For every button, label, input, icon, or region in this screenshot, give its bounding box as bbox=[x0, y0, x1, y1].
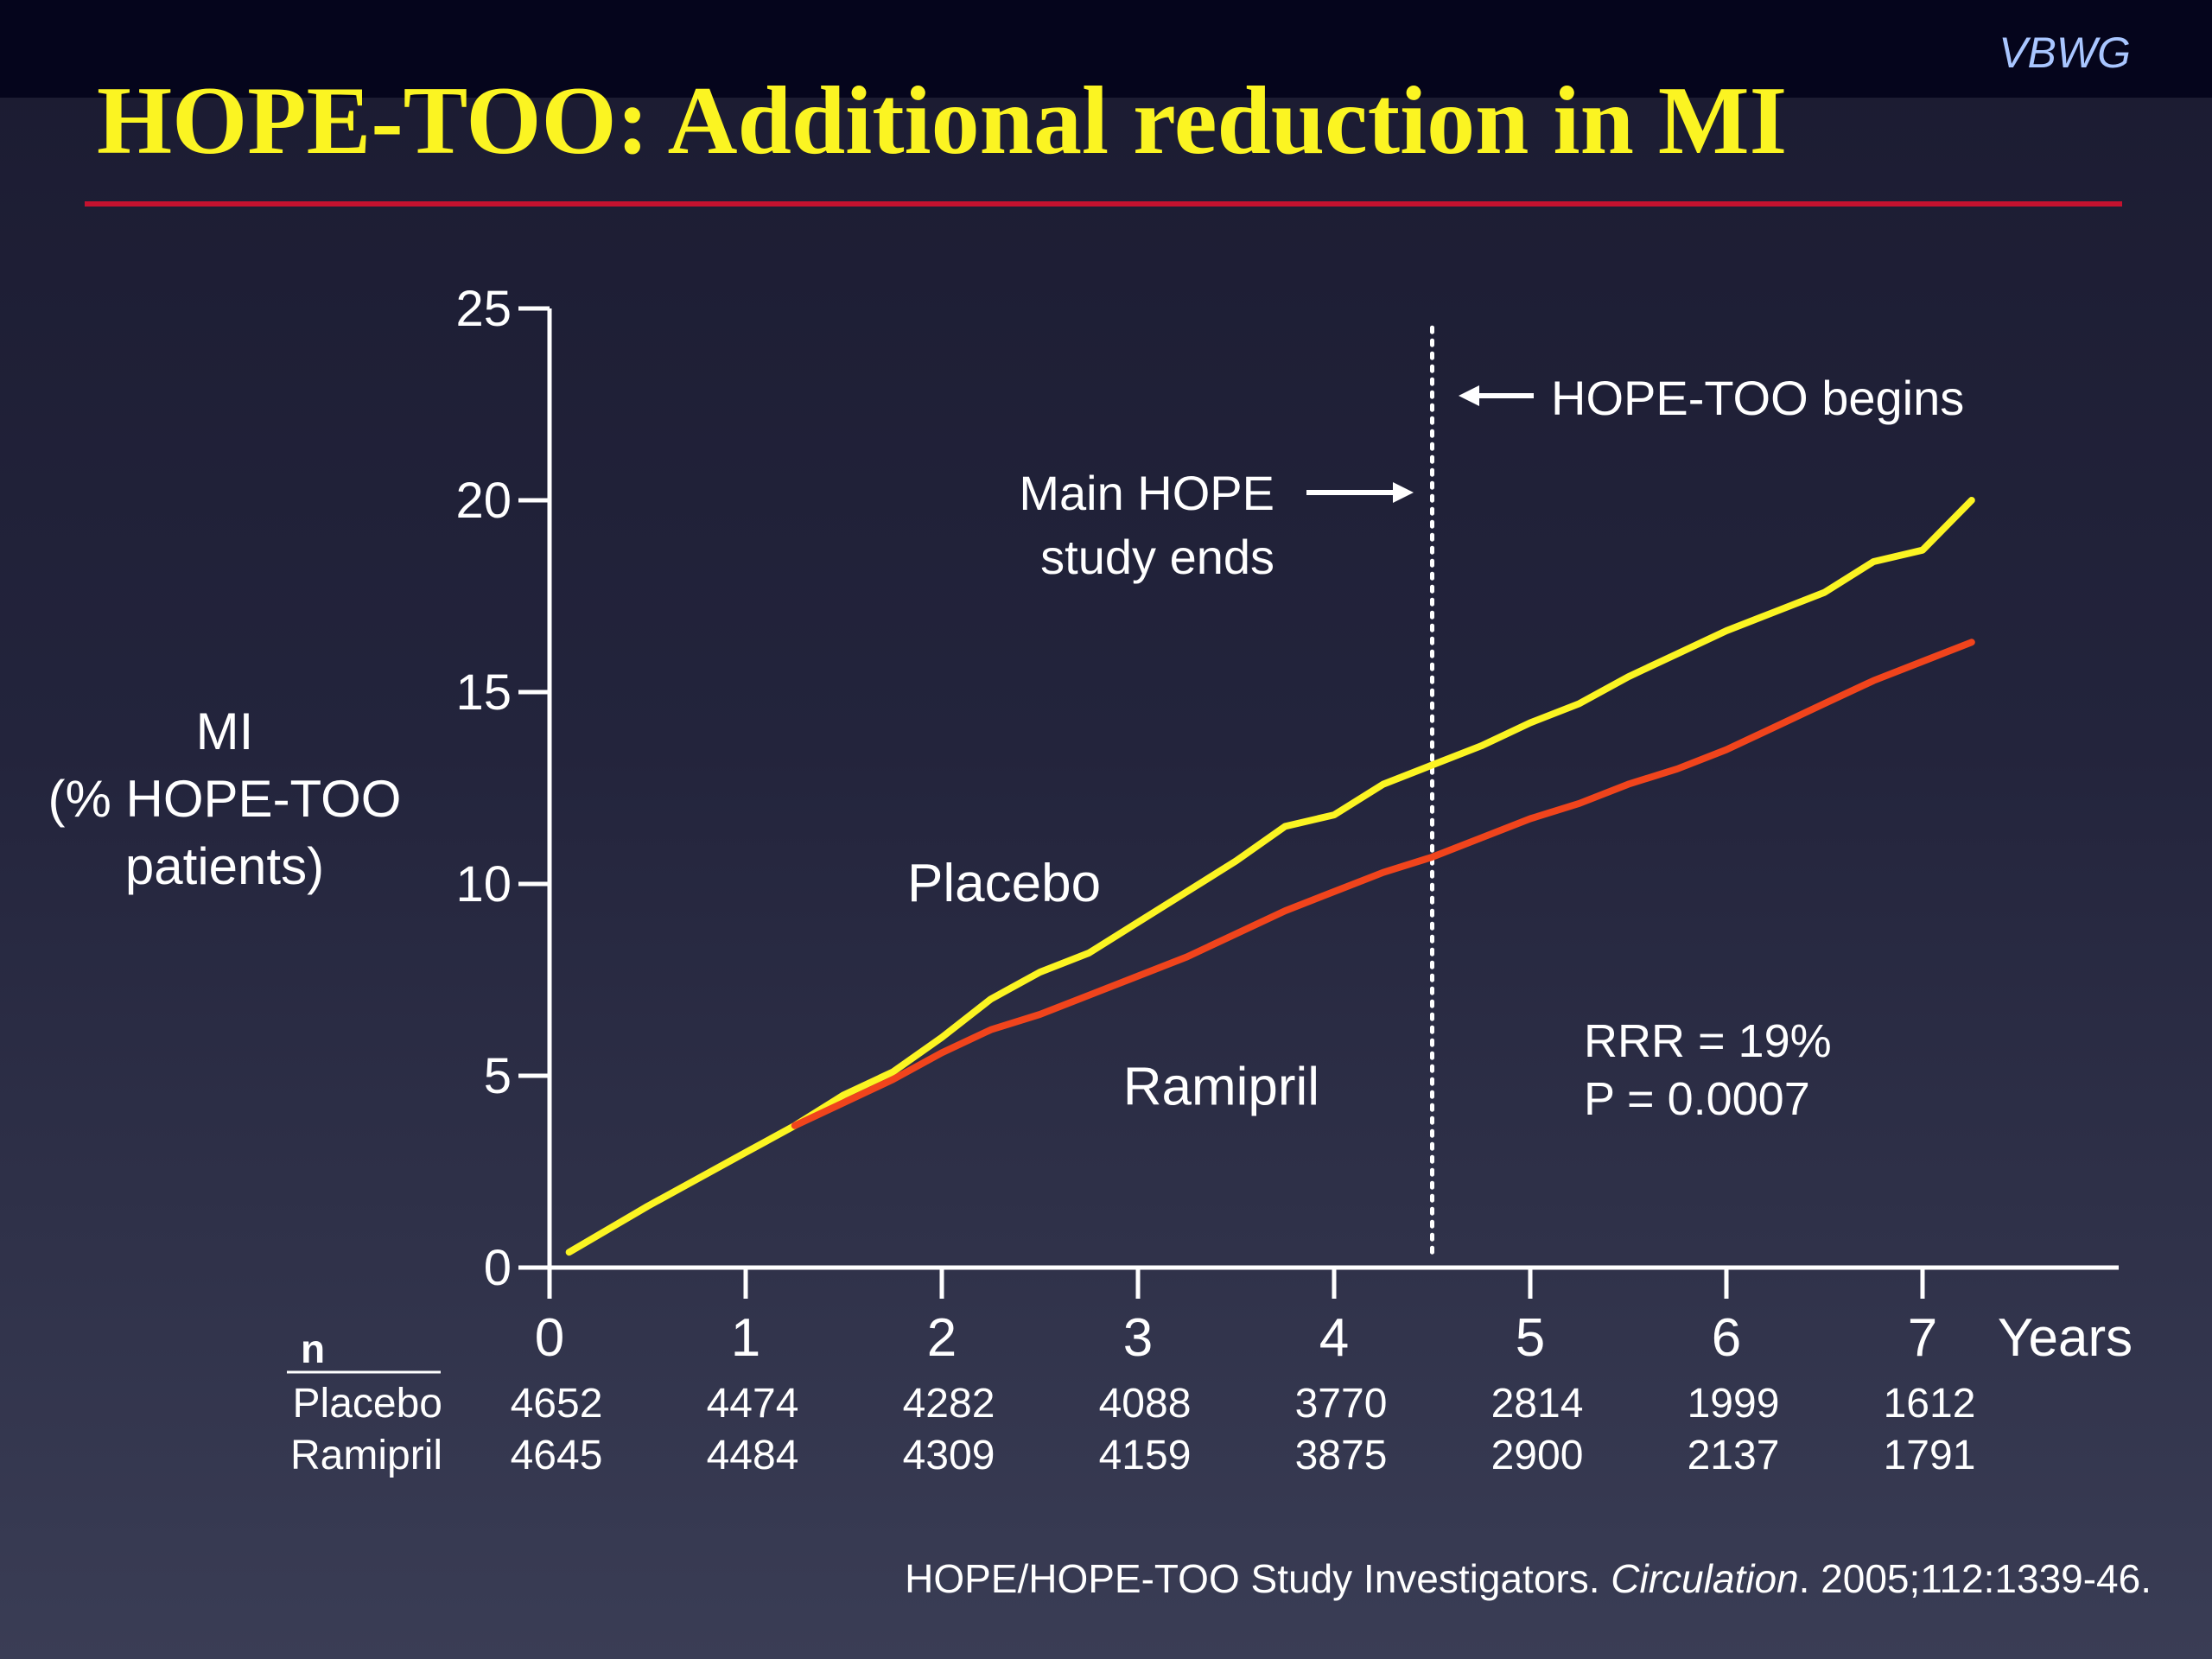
series-line-ramipril bbox=[791, 639, 1975, 1129]
x-axis-label: Years bbox=[1998, 1308, 2133, 1368]
x-tick-label: 1 bbox=[731, 1308, 760, 1368]
citation-journal: Circulation bbox=[1611, 1556, 1799, 1601]
title-rule bbox=[85, 201, 2122, 207]
n-table-cell: 4484 bbox=[707, 1433, 799, 1478]
n-table-header: n bbox=[301, 1326, 325, 1371]
y-tick-label: 15 bbox=[455, 664, 512, 721]
ends-arrow-head bbox=[1393, 482, 1414, 503]
annotation-p-value: P = 0.0007 bbox=[1584, 1073, 1810, 1125]
n-table-cell: 4474 bbox=[707, 1381, 799, 1427]
y-tick-label: 20 bbox=[455, 473, 512, 529]
annotation-rrr: RRR = 19% bbox=[1584, 1015, 1832, 1067]
x-tick-label: 3 bbox=[1123, 1308, 1153, 1368]
annotation-main-hope-line1: Main HOPE bbox=[1019, 466, 1274, 520]
x-tick-label: 7 bbox=[1908, 1308, 1937, 1368]
n-table-cell: 4645 bbox=[511, 1433, 603, 1478]
begins-arrow-head bbox=[1459, 385, 1479, 406]
x-tick-label: 5 bbox=[1516, 1308, 1545, 1368]
n-table-cell: 2900 bbox=[1491, 1433, 1584, 1478]
x-tick-label: 4 bbox=[1319, 1308, 1349, 1368]
citation-details: . 2005;112:1339-46. bbox=[1798, 1556, 2152, 1601]
y-tick-label: 10 bbox=[455, 856, 512, 912]
n-table-cell: 1791 bbox=[1884, 1433, 1976, 1478]
series-line-placebo bbox=[565, 497, 1975, 1256]
x-tick-label: 6 bbox=[1712, 1308, 1741, 1368]
n-table-cell: 2814 bbox=[1491, 1381, 1584, 1427]
n-table-cell: 4088 bbox=[1099, 1381, 1192, 1427]
n-table-cell: 4309 bbox=[903, 1433, 995, 1478]
brand-label: VBWG bbox=[1999, 29, 2131, 77]
y-tick-label: 0 bbox=[484, 1240, 512, 1296]
slide-title: HOPE-TOO: Additional reduction in MI bbox=[97, 67, 1788, 175]
y-axis-label-line-3: patients) bbox=[124, 837, 325, 895]
n-table-cell: 4282 bbox=[903, 1381, 995, 1427]
series-layer bbox=[565, 497, 1975, 1256]
n-table-cell: 3875 bbox=[1295, 1433, 1388, 1478]
series-label-placebo: Placebo bbox=[907, 854, 1101, 913]
n-table-cell: 2137 bbox=[1688, 1433, 1780, 1478]
n-table-cell: 4159 bbox=[1099, 1433, 1192, 1478]
n-table-cell: 3770 bbox=[1295, 1381, 1388, 1427]
y-tick-label: 5 bbox=[484, 1048, 512, 1104]
n-table-cell: 4652 bbox=[511, 1381, 603, 1427]
n-table-cell: 1612 bbox=[1884, 1381, 1976, 1427]
annotation-hope-too-begins: HOPE-TOO begins bbox=[1551, 371, 1964, 425]
n-table-row-label: Placebo bbox=[293, 1381, 442, 1427]
labels-layer: Placebo Ramipril HOPE-TOO begins Main HOPE s… bbox=[907, 371, 1964, 1125]
n-table-row-label: Ramipril bbox=[290, 1433, 442, 1478]
citation: HOPE/HOPE-TOO Study Investigators. Circu… bbox=[905, 1555, 2152, 1602]
n-table: n Placebo 4652 4474 4282 4088 3770 2814 1999 1612… bbox=[287, 1326, 1975, 1478]
y-tick-label: 25 bbox=[455, 281, 512, 337]
x-tick-label: 2 bbox=[927, 1308, 957, 1368]
x-tick-label: 0 bbox=[535, 1308, 564, 1368]
annotation-main-hope-line2: study ends bbox=[1040, 530, 1274, 584]
citation-authors: HOPE/HOPE-TOO Study Investigators. bbox=[905, 1556, 1611, 1601]
top-bar bbox=[0, 0, 2212, 98]
y-axis-label-line-1: MI bbox=[195, 702, 254, 760]
y-axis-label-line-2: (% HOPE-TOO bbox=[48, 770, 402, 828]
chart-axes: 0 5 10 15 20 25 0 1 2 3 4 5 6 7 Years bbox=[455, 281, 2133, 1368]
n-table-cell: 1999 bbox=[1688, 1381, 1780, 1427]
series-label-ramipril: Ramipril bbox=[1123, 1057, 1319, 1116]
y-axis-label: MI (% HOPE-TOO patients) bbox=[14, 698, 435, 900]
